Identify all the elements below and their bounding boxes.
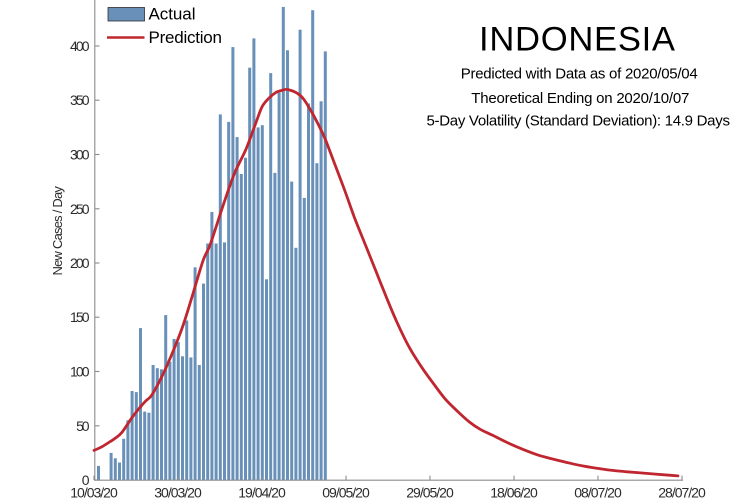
svg-text:30/03/20: 30/03/20 [154,484,202,500]
svg-text:50: 50 [76,418,90,434]
svg-text:250: 250 [70,201,90,217]
svg-text:400: 400 [70,38,90,54]
svg-text:5-Day Volatility (Standard Dev: 5-Day Volatility (Standard Deviation): 1… [426,113,730,130]
svg-text:150: 150 [70,309,90,325]
svg-text:Predicted with Data as of 2020: Predicted with Data as of 2020/05/04 [461,66,698,83]
svg-text:08/07/20: 08/07/20 [574,484,622,500]
svg-text:100: 100 [70,364,90,380]
svg-text:200: 200 [70,255,90,271]
svg-text:18/06/20: 18/06/20 [490,484,538,500]
svg-text:Prediction: Prediction [149,28,223,47]
svg-text:10/03/20: 10/03/20 [70,484,118,500]
svg-text:29/05/20: 29/05/20 [406,484,454,500]
svg-text:350: 350 [70,92,90,108]
svg-text:Actual: Actual [149,5,196,24]
svg-text:300: 300 [70,147,90,163]
svg-text:19/04/20: 19/04/20 [238,484,286,500]
svg-text:28/07/20: 28/07/20 [658,484,706,500]
svg-text:New Cases / Day: New Cases / Day [50,186,65,276]
svg-text:09/05/20: 09/05/20 [322,484,370,500]
svg-text:0: 0 [82,472,90,488]
svg-text:INDONESIA: INDONESIA [479,21,675,59]
svg-text:Theoretical Ending on 2020/10/: Theoretical Ending on 2020/10/07 [471,90,689,107]
